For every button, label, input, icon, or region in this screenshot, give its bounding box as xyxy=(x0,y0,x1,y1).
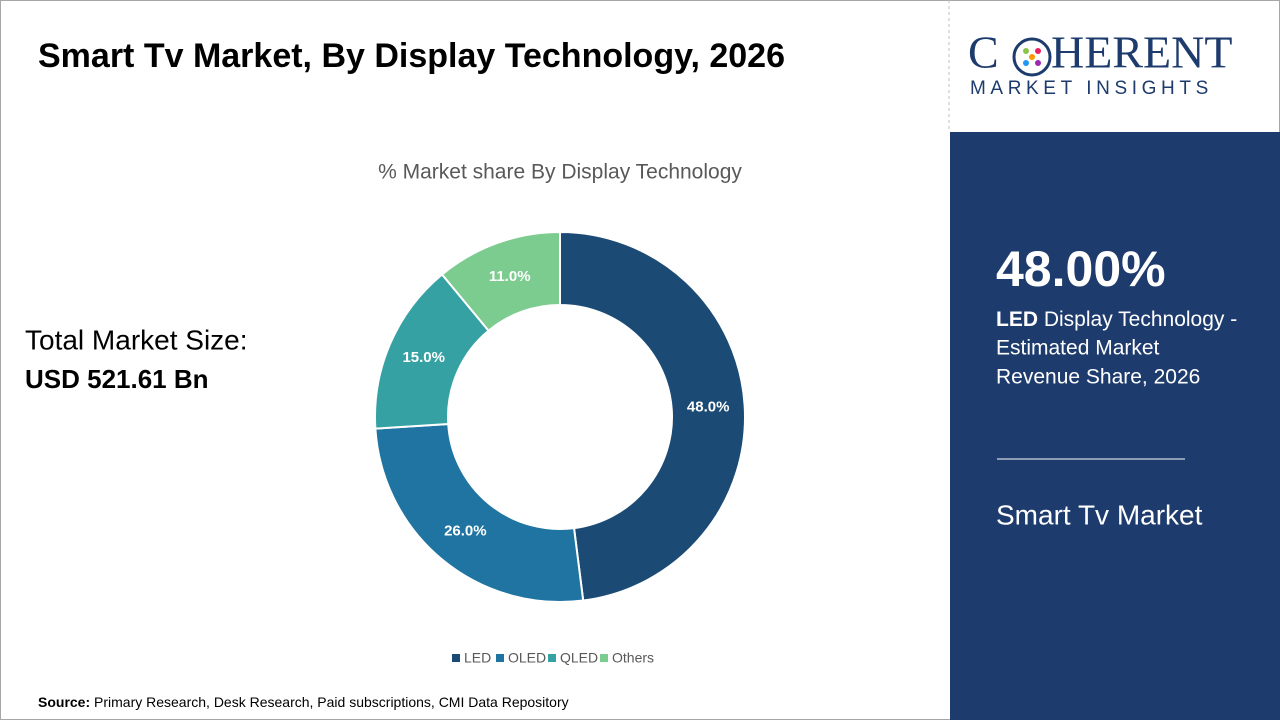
chart-title: % Market share By Display Technology xyxy=(378,161,742,184)
source-text: Primary Research, Desk Research, Paid su… xyxy=(94,694,569,710)
logo-dot xyxy=(1023,60,1029,66)
highlight-text: Estimated Market xyxy=(996,337,1160,360)
data-label: 26.0% xyxy=(444,522,487,539)
side-panel xyxy=(950,132,1280,720)
highlight-market: Smart Tv Market xyxy=(996,499,1203,530)
market-size-value: USD 521.61 Bn xyxy=(25,364,209,394)
data-label: 48.0% xyxy=(687,399,730,416)
legend-swatch xyxy=(496,654,504,662)
legend-swatch xyxy=(548,654,556,662)
logo-right: HERENT xyxy=(1051,27,1232,78)
legend-swatch xyxy=(452,654,460,662)
logo-dot xyxy=(1035,48,1041,54)
logo-globe xyxy=(1012,37,1052,77)
highlight-value: 48.00% xyxy=(996,241,1166,297)
page-title: Smart Tv Market, By Display Technology, … xyxy=(38,37,785,75)
data-label: 15.0% xyxy=(402,349,445,366)
highlight-text: Revenue Share, 2026 xyxy=(996,366,1200,389)
donut-slice xyxy=(559,230,746,602)
donut-slice xyxy=(440,230,561,333)
legend-swatch xyxy=(600,654,608,662)
market-size-label: Total Market Size: xyxy=(25,324,248,355)
legend-label: OLED xyxy=(508,650,546,666)
logo-ring xyxy=(1012,37,1052,77)
legend-label: QLED xyxy=(560,650,598,666)
logo-tagline: MARKET INSIGHTS xyxy=(970,78,1213,99)
source: Source: Primary Research, Desk Research,… xyxy=(38,694,569,710)
logo-left: C xyxy=(968,27,999,78)
source-label: Source: xyxy=(38,694,90,710)
donut-slice xyxy=(374,422,585,603)
legend-label: Others xyxy=(612,650,654,666)
data-label: 11.0% xyxy=(489,268,531,285)
highlight-segment: LED xyxy=(996,308,1038,331)
logo-dot xyxy=(1035,60,1041,66)
legend-label: LED xyxy=(464,650,491,666)
highlight-line: LED Display Technology - xyxy=(996,308,1237,331)
logo-dot xyxy=(1023,48,1029,54)
logo-dot xyxy=(1029,54,1035,60)
highlight-text: Display Technology - xyxy=(1044,308,1237,331)
